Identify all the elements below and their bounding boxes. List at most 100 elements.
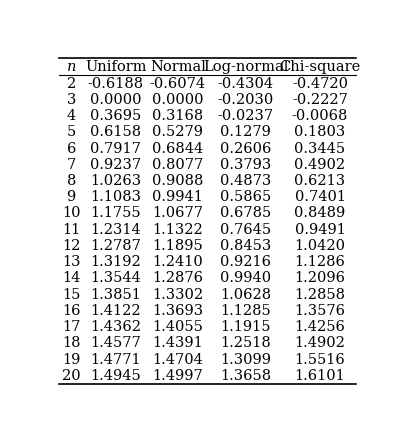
Text: 1.0420: 1.0420 xyxy=(294,239,346,253)
Text: 6: 6 xyxy=(67,141,76,155)
Text: 18: 18 xyxy=(62,336,81,350)
Text: 1.4945: 1.4945 xyxy=(91,369,141,383)
Text: 0.9088: 0.9088 xyxy=(152,174,203,188)
Text: 0.3793: 0.3793 xyxy=(220,158,271,172)
Text: 1.2096: 1.2096 xyxy=(294,272,346,286)
Text: -0.0237: -0.0237 xyxy=(217,109,274,123)
Text: 0.1279: 0.1279 xyxy=(220,125,271,139)
Text: 1.4771: 1.4771 xyxy=(91,353,141,367)
Text: 13: 13 xyxy=(62,255,81,269)
Text: 0.1803: 0.1803 xyxy=(294,125,346,139)
Text: 12: 12 xyxy=(62,239,80,253)
Text: 1.3099: 1.3099 xyxy=(220,353,271,367)
Text: Log-normal: Log-normal xyxy=(203,60,288,74)
Text: 0.3168: 0.3168 xyxy=(152,109,203,123)
Text: 0.6844: 0.6844 xyxy=(152,141,203,155)
Text: 0.0000: 0.0000 xyxy=(90,93,142,107)
Text: 1.1322: 1.1322 xyxy=(152,223,203,237)
Text: 0.5865: 0.5865 xyxy=(220,190,271,204)
Text: Uniform: Uniform xyxy=(85,60,146,74)
Text: 1.1895: 1.1895 xyxy=(152,239,203,253)
Text: 5: 5 xyxy=(67,125,76,139)
Text: -0.0068: -0.0068 xyxy=(292,109,348,123)
Text: 1.3851: 1.3851 xyxy=(91,288,141,302)
Text: 1.2876: 1.2876 xyxy=(152,272,203,286)
Text: 1.2410: 1.2410 xyxy=(152,255,203,269)
Text: 1.1755: 1.1755 xyxy=(91,206,141,220)
Text: 3: 3 xyxy=(67,93,76,107)
Text: 1.4055: 1.4055 xyxy=(152,320,203,334)
Text: 0.0000: 0.0000 xyxy=(152,93,203,107)
Text: 1.3302: 1.3302 xyxy=(152,288,203,302)
Text: 0.7917: 0.7917 xyxy=(91,141,141,155)
Text: 0.6213: 0.6213 xyxy=(294,174,346,188)
Text: 1.4122: 1.4122 xyxy=(91,304,141,318)
Text: 1.2787: 1.2787 xyxy=(91,239,141,253)
Text: 1.5516: 1.5516 xyxy=(294,353,346,367)
Text: 1.1285: 1.1285 xyxy=(220,304,271,318)
Text: Chi-square: Chi-square xyxy=(279,60,361,74)
Text: 0.7645: 0.7645 xyxy=(220,223,271,237)
Text: 1.4704: 1.4704 xyxy=(152,353,203,367)
Text: 1.0677: 1.0677 xyxy=(152,206,203,220)
Text: 1.3576: 1.3576 xyxy=(294,304,346,318)
Text: 1.0263: 1.0263 xyxy=(90,174,141,188)
Text: 1.4577: 1.4577 xyxy=(91,336,141,350)
Text: 19: 19 xyxy=(62,353,80,367)
Text: 0.4902: 0.4902 xyxy=(294,158,346,172)
Text: $n$: $n$ xyxy=(66,60,76,74)
Text: -0.4720: -0.4720 xyxy=(292,77,348,91)
Text: 1.3658: 1.3658 xyxy=(220,369,271,383)
Text: 1.4256: 1.4256 xyxy=(294,320,346,334)
Text: 20: 20 xyxy=(62,369,81,383)
Text: 0.9940: 0.9940 xyxy=(220,272,271,286)
Text: Normal: Normal xyxy=(150,60,206,74)
Text: 16: 16 xyxy=(62,304,81,318)
Text: 0.8077: 0.8077 xyxy=(152,158,203,172)
Text: 1.4997: 1.4997 xyxy=(152,369,203,383)
Text: 2: 2 xyxy=(67,77,76,91)
Text: 0.6785: 0.6785 xyxy=(220,206,271,220)
Text: 0.9216: 0.9216 xyxy=(220,255,271,269)
Text: -0.6188: -0.6188 xyxy=(88,77,144,91)
Text: 1.1083: 1.1083 xyxy=(91,190,141,204)
Text: 0.8489: 0.8489 xyxy=(294,206,346,220)
Text: 1.2518: 1.2518 xyxy=(220,336,271,350)
Text: 1.2314: 1.2314 xyxy=(91,223,141,237)
Text: 1.1915: 1.1915 xyxy=(220,320,271,334)
Text: 8: 8 xyxy=(67,174,76,188)
Text: 0.9941: 0.9941 xyxy=(152,190,203,204)
Text: 0.3695: 0.3695 xyxy=(90,109,142,123)
Text: 1.4362: 1.4362 xyxy=(91,320,141,334)
Text: 1.3693: 1.3693 xyxy=(152,304,203,318)
Text: 1.2858: 1.2858 xyxy=(294,288,346,302)
Text: 7: 7 xyxy=(67,158,76,172)
Text: 0.4873: 0.4873 xyxy=(220,174,271,188)
Text: 15: 15 xyxy=(62,288,80,302)
Text: -0.2030: -0.2030 xyxy=(217,93,274,107)
Text: -0.6074: -0.6074 xyxy=(150,77,206,91)
Text: 1.4902: 1.4902 xyxy=(294,336,346,350)
Text: 0.3445: 0.3445 xyxy=(294,141,346,155)
Text: 0.9491: 0.9491 xyxy=(294,223,346,237)
Text: 1.3192: 1.3192 xyxy=(91,255,141,269)
Text: 17: 17 xyxy=(62,320,80,334)
Text: 1.1286: 1.1286 xyxy=(294,255,346,269)
Text: 0.9237: 0.9237 xyxy=(90,158,141,172)
Text: 1.6101: 1.6101 xyxy=(294,369,346,383)
Text: 14: 14 xyxy=(62,272,80,286)
Text: 1.0628: 1.0628 xyxy=(220,288,271,302)
Text: 4: 4 xyxy=(67,109,76,123)
Text: 1.3544: 1.3544 xyxy=(91,272,141,286)
Text: 9: 9 xyxy=(67,190,76,204)
Text: 0.8453: 0.8453 xyxy=(220,239,271,253)
Text: 0.7401: 0.7401 xyxy=(294,190,346,204)
Text: 0.2606: 0.2606 xyxy=(220,141,271,155)
Text: -0.2227: -0.2227 xyxy=(292,93,348,107)
Text: 0.5279: 0.5279 xyxy=(152,125,203,139)
Text: 1.4391: 1.4391 xyxy=(152,336,203,350)
Text: 11: 11 xyxy=(62,223,80,237)
Text: -0.4304: -0.4304 xyxy=(217,77,274,91)
Text: 0.6158: 0.6158 xyxy=(90,125,141,139)
Text: 10: 10 xyxy=(62,206,81,220)
